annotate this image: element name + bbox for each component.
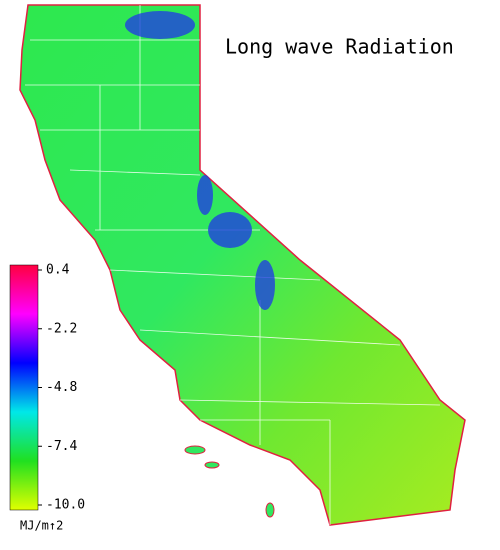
colorbar-tick-label: -2.2 <box>46 321 77 336</box>
islands <box>184 445 275 518</box>
colorbar-ticks: 0.4 -2.2 -4.8 -7.4 -10.0 <box>38 263 85 513</box>
colorbar-tick-label: -4.8 <box>46 380 77 395</box>
colorbar-tick-label: -7.4 <box>46 439 77 454</box>
california-map <box>19 4 466 526</box>
colorbar-tick-label: 0.4 <box>46 263 70 278</box>
colorbar-tick-label: -10.0 <box>46 498 85 513</box>
colorbar <box>9 264 39 511</box>
high-elevation-patches <box>125 11 275 310</box>
map-title: Long wave Radiation <box>225 35 454 59</box>
colorbar-unit: MJ/m↑2 <box>20 519 63 533</box>
county-lines <box>25 5 441 525</box>
